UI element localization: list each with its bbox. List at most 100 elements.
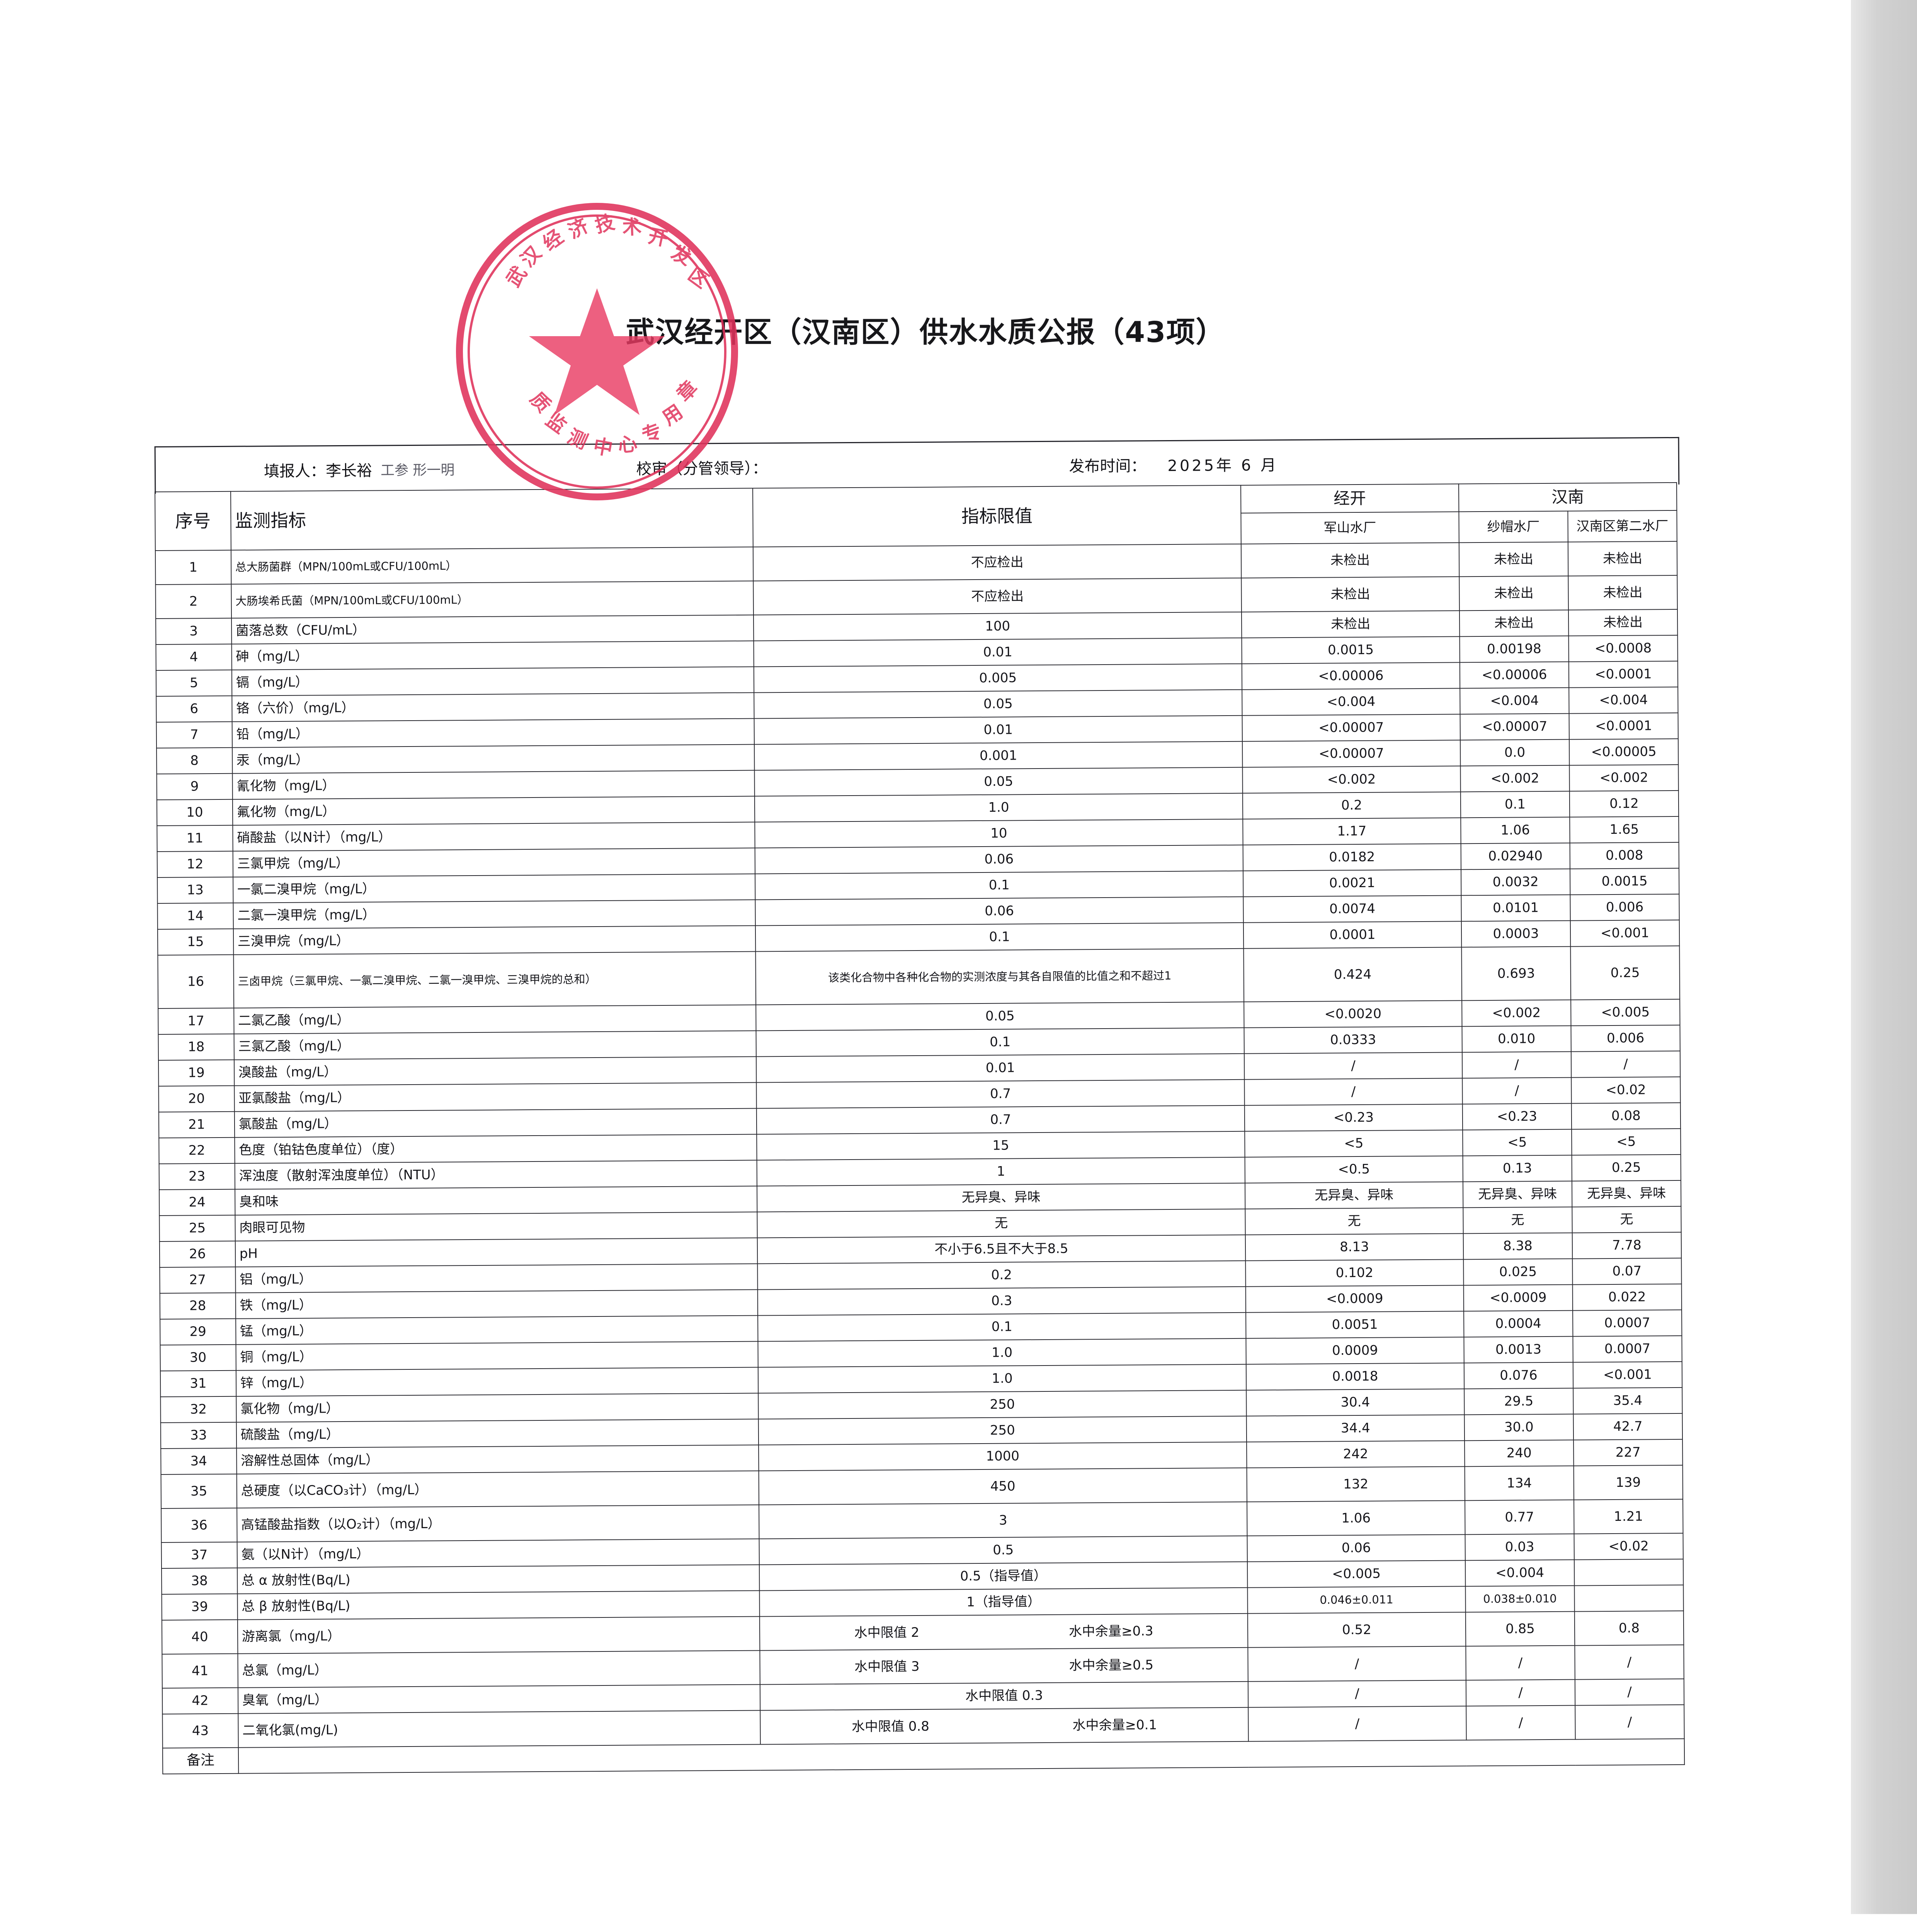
cell-limit: 0.001: [754, 742, 1242, 770]
cell-value-2: 29.5: [1464, 1388, 1573, 1415]
cell-value-2: 未检出: [1459, 542, 1568, 577]
cell-no: 41: [162, 1654, 238, 1688]
cell-no: 18: [158, 1034, 234, 1060]
cell-indicator: 铅（mg/L）: [232, 719, 754, 748]
cell-value-3: <0.0001: [1569, 713, 1678, 740]
cell-value-1: 0.2: [1243, 792, 1461, 819]
reviewer-label: 校审（分管领导）：: [636, 456, 767, 479]
cell-value-2: 0.1: [1461, 791, 1570, 818]
cell-no: 11: [157, 825, 233, 852]
cell-value-1: 0.0333: [1244, 1026, 1462, 1053]
cell-value-1: 0.06: [1247, 1534, 1465, 1561]
cell-value-2: 0.13: [1463, 1155, 1572, 1182]
cell-no: 43: [162, 1714, 238, 1748]
cell-value-3: 无异臭、异味: [1572, 1180, 1681, 1207]
cell-value-1: 34.4: [1247, 1415, 1465, 1442]
cell-no: 42: [162, 1688, 238, 1714]
cell-no: 12: [157, 851, 233, 878]
cell-limit: 0.01: [756, 1054, 1244, 1083]
cell-value-3: 0.008: [1570, 842, 1679, 869]
cell-value-1: <0.005: [1247, 1560, 1465, 1587]
cell-limit: 250: [758, 1390, 1246, 1419]
cell-limit-primary: 水中限值 0.8: [852, 1719, 929, 1735]
cell-indicator: 臭和味: [235, 1186, 757, 1215]
water-quality-table-wrap: 序号 监测指标 指标限值 经开 汉南 军山水厂 纱帽水厂 汉南区第二水厂 1 总大…: [155, 482, 1685, 1774]
cell-limit: 15: [757, 1131, 1245, 1160]
cell-limit: 0.1: [755, 871, 1243, 900]
cell-limit: 0.05: [756, 1002, 1244, 1031]
cell-limit: 250: [759, 1416, 1247, 1445]
cell-value-2: 0.025: [1463, 1259, 1572, 1286]
cell-indicator: 三氯乙酸（mg/L）: [234, 1031, 756, 1060]
cell-value-3: 139: [1573, 1465, 1683, 1500]
cell-value-1: 132: [1247, 1466, 1465, 1502]
cell-indicator: 总氯（mg/L）: [238, 1650, 760, 1687]
cell-indicator: 总硬度（以CaCO₃计）（mg/L）: [236, 1471, 759, 1508]
cell-value-3: 未检出: [1568, 541, 1677, 576]
cell-value-1: 0.0015: [1242, 636, 1459, 663]
cell-value-2: 0.0013: [1464, 1337, 1573, 1363]
cell-indicator: 铁（mg/L）: [235, 1290, 758, 1319]
cell-indicator: 硫酸盐（mg/L）: [236, 1419, 759, 1448]
cell-value-3: 0.25: [1572, 1155, 1681, 1181]
cell-indicator: 氯化物（mg/L）: [236, 1393, 759, 1422]
cell-no: 17: [158, 1008, 234, 1034]
cell-value-3: 0.07: [1572, 1258, 1681, 1285]
cell-value-2: 无异臭、异味: [1463, 1181, 1572, 1208]
cell-value-2: 0.076: [1464, 1362, 1573, 1389]
cell-value-3: /: [1575, 1705, 1684, 1740]
cell-value-2: <0.002: [1462, 1000, 1571, 1027]
cell-limit: 0.06: [755, 845, 1243, 874]
cell-value-3: 42.7: [1573, 1413, 1682, 1440]
cell-indicator: 氰化物（mg/L）: [232, 770, 755, 799]
cell-value-3: 0.0015: [1570, 868, 1679, 895]
cell-no: 37: [162, 1542, 237, 1568]
cell-value-2: 240: [1465, 1440, 1573, 1467]
cell-value-3: 0.0007: [1573, 1336, 1682, 1362]
cell-limit: 不应检出: [753, 544, 1241, 581]
cell-value-2: /: [1466, 1706, 1575, 1740]
cell-no: 29: [160, 1319, 236, 1345]
plant-header-hannan2: 汉南区第二水厂: [1568, 510, 1677, 542]
cell-indicator: 砷（mg/L）: [231, 641, 754, 670]
cell-limit: 无异臭、异味: [757, 1183, 1245, 1212]
cell-value-3: 0.12: [1570, 791, 1679, 817]
cell-value-1: <0.00007: [1242, 714, 1460, 741]
cell-value-1: <0.0009: [1246, 1285, 1464, 1312]
cell-value-2: /: [1462, 1078, 1571, 1104]
svg-text:发: 发: [668, 241, 694, 269]
cell-value-3: <0.002: [1569, 765, 1678, 791]
cell-limit: 450: [759, 1468, 1247, 1505]
cell-indicator: 铝（mg/L）: [235, 1264, 758, 1293]
cell-indicator: 游离氯（mg/L）: [238, 1616, 760, 1653]
cell-value-2: 0.0101: [1461, 895, 1570, 922]
cell-value-1: <0.004: [1242, 688, 1460, 715]
cell-limit: 0.3: [758, 1287, 1246, 1316]
remark-label: 备注: [163, 1748, 238, 1774]
cell-limit: 0.2: [757, 1261, 1245, 1290]
cell-value-3: /: [1575, 1645, 1684, 1680]
cell-value-1: 0.0051: [1246, 1311, 1464, 1338]
cell-value-3: 227: [1573, 1439, 1682, 1466]
cell-indicator: 高锰酸盐指数（以O₂计）（mg/L）: [237, 1505, 759, 1542]
cell-no: 13: [157, 877, 233, 903]
cell-value-1: 0.0018: [1246, 1363, 1464, 1390]
cell-limit: 1.0: [758, 1338, 1246, 1367]
cell-limit-residual: 水中余量≥0.3: [1069, 1623, 1153, 1639]
cell-indicator: 总大肠菌群（MPN/100mL或CFU/100mL）: [231, 547, 754, 584]
cell-value-2: 0.0032: [1461, 869, 1570, 896]
cell-value-2: 0.693: [1461, 947, 1571, 1001]
svg-text:开: 开: [646, 224, 670, 250]
cell-limit: 1: [757, 1157, 1245, 1186]
cell-indicator: 锰（mg/L）: [236, 1316, 758, 1345]
cell-value-1: 0.102: [1245, 1259, 1463, 1286]
cell-indicator: 二氯一溴甲烷（mg/L）: [233, 900, 755, 929]
cell-limit: 10: [755, 819, 1243, 848]
svg-text:用: 用: [658, 400, 687, 430]
cell-value-1: 0.424: [1243, 947, 1462, 1002]
cell-limit: 不小于6.5且不大于8.5: [757, 1235, 1245, 1264]
cell-value-3: <0.005: [1571, 999, 1680, 1026]
svg-text:区: 区: [684, 263, 713, 293]
cell-value-1: <0.23: [1245, 1104, 1463, 1131]
cell-value-1: 0.0074: [1243, 895, 1461, 922]
